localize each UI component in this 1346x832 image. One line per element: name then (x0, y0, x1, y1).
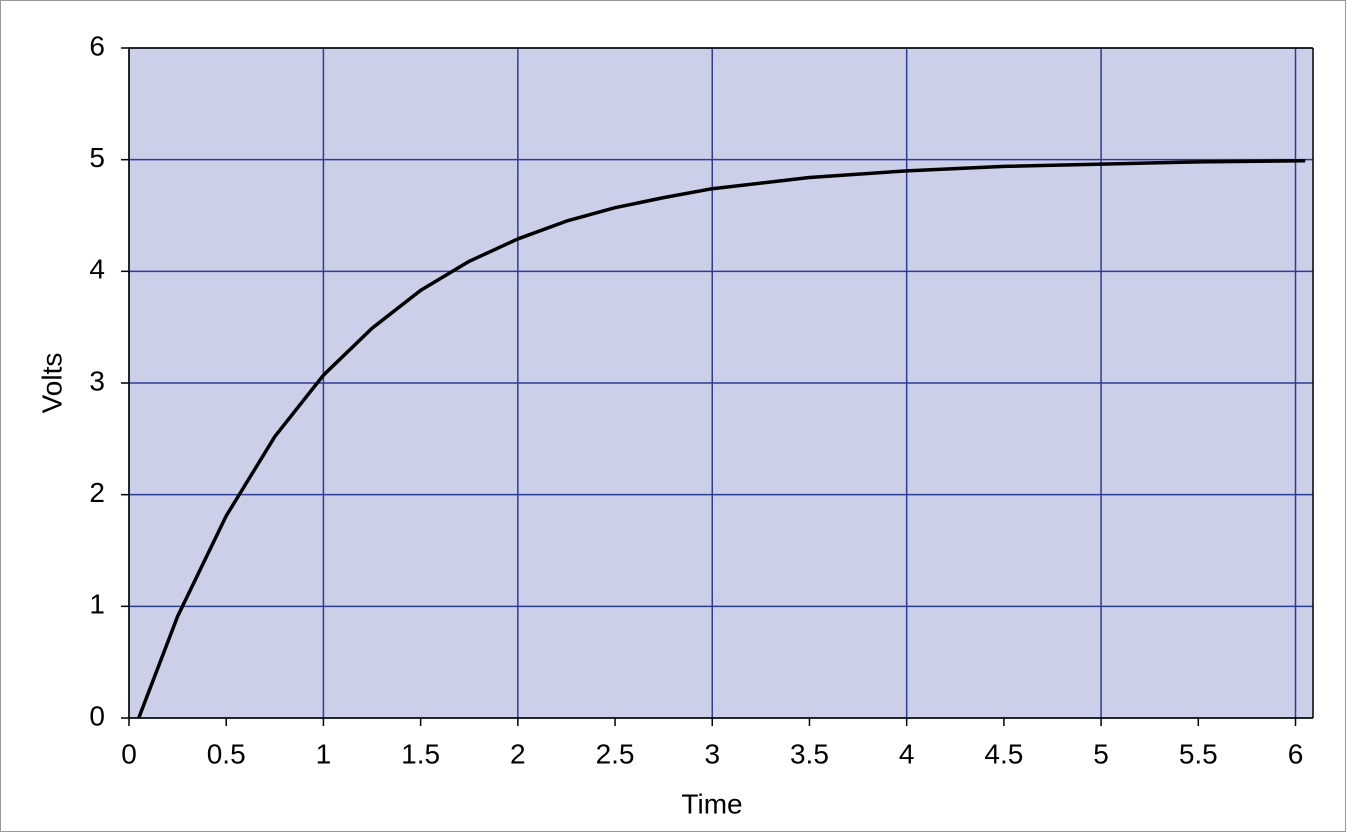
x-tick-label: 5.5 (1179, 738, 1218, 769)
x-tick-label: 6 (1288, 738, 1304, 769)
x-tick-label: 5 (1093, 738, 1109, 769)
x-tick-label: 1.5 (401, 738, 440, 769)
x-tick-label: 1 (316, 738, 332, 769)
x-axis-label: Time (681, 788, 742, 819)
x-tick-label: 4.5 (984, 738, 1023, 769)
x-tick-label: 2 (510, 738, 526, 769)
x-tick-label: 3.5 (790, 738, 829, 769)
y-tick-label: 6 (89, 30, 105, 61)
y-tick-label: 0 (89, 700, 105, 731)
y-tick-label: 3 (89, 365, 105, 396)
x-tick-label: 3 (704, 738, 720, 769)
x-tick-label: 0.5 (207, 738, 246, 769)
data-line (137, 159, 1306, 719)
y-tick-label: 5 (89, 142, 105, 173)
x-tick-label: 2.5 (596, 738, 635, 769)
x-tick-label: 0 (121, 738, 137, 769)
y-axis-label: Volts (36, 353, 67, 414)
y-tick-label: 4 (89, 254, 105, 285)
x-tick-label: 4 (899, 738, 915, 769)
y-tick-label: 1 (89, 589, 105, 620)
y-tick-label: 2 (89, 477, 105, 508)
